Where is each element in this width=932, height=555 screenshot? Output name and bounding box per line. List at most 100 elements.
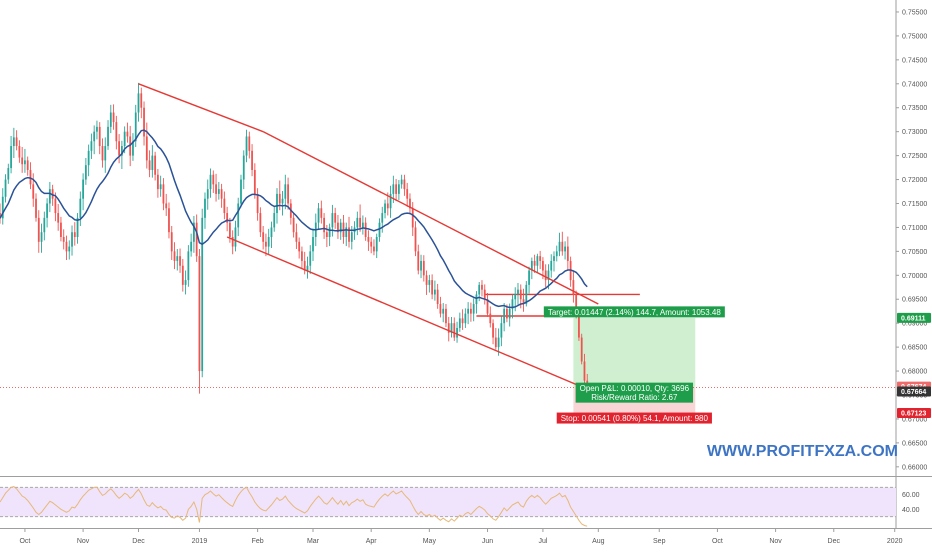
candle-body	[334, 213, 337, 223]
candle-body	[292, 217, 295, 233]
candle-body	[497, 337, 500, 348]
candle-body	[170, 232, 173, 252]
candle-body	[472, 304, 475, 314]
rsi-pane[interactable]	[0, 486, 896, 527]
candle-body	[156, 174, 159, 190]
risk-reward-label-text: Risk/Reward Ratio: 2.67	[591, 393, 678, 402]
candle-body	[187, 251, 190, 281]
candle-body	[517, 289, 519, 295]
candle-body	[397, 184, 400, 194]
candle-body	[259, 213, 262, 233]
candle-body	[226, 213, 229, 223]
candle-body	[154, 155, 157, 175]
candle-body	[148, 160, 151, 170]
candle-body	[403, 179, 406, 190]
candle-body	[456, 327, 458, 338]
candle-body	[190, 241, 193, 252]
stop-price-badge	[897, 408, 931, 419]
open-pl-label	[575, 382, 694, 403]
candle-body	[583, 361, 586, 381]
candle-body	[464, 313, 467, 324]
price-tick-label: 0.68500	[902, 345, 927, 352]
candle-body	[73, 232, 76, 237]
time-tick-label: Nov	[769, 538, 782, 545]
price-tick-label: 0.69500	[902, 297, 927, 304]
candle-body	[458, 318, 461, 328]
candle-body	[306, 265, 309, 271]
candle-body	[140, 93, 143, 108]
candle-body	[461, 318, 464, 324]
candle-body	[553, 256, 555, 261]
target-price-badge-text: 0.69111	[901, 315, 926, 322]
candle-body	[15, 137, 18, 147]
time-tick-label: Oct	[712, 538, 723, 545]
candle-body	[406, 189, 409, 199]
time-tick-label: 2019	[192, 538, 208, 545]
candle-body	[409, 198, 411, 209]
candle-body	[82, 179, 84, 199]
candle-body	[0, 213, 1, 219]
candle-body	[395, 184, 398, 194]
channel-upper-line	[262, 131, 599, 305]
candle-body	[433, 289, 436, 295]
price-tick-label: 0.75000	[902, 33, 927, 40]
price-axis[interactable]: 0.75500 0.75000 0.74500 0.74000 0.73500 0.730…	[896, 9, 927, 471]
candle-body	[281, 198, 284, 204]
candle-body	[26, 160, 29, 170]
candle-body	[389, 193, 392, 209]
candle-body	[301, 251, 303, 261]
candle-body	[337, 222, 339, 233]
candle-body	[195, 222, 198, 257]
candle-body	[21, 157, 24, 165]
rsi-line	[0, 486, 588, 527]
candle-body	[76, 217, 79, 237]
candle-body	[206, 189, 209, 199]
candle-body	[84, 165, 87, 180]
candle-body	[325, 232, 328, 237]
candle-body	[492, 323, 494, 338]
candle-body	[93, 131, 96, 142]
candle-body	[60, 222, 62, 237]
time-tick-label: Aug	[592, 538, 605, 545]
moving-average	[0, 129, 588, 309]
candle-body	[37, 217, 40, 242]
candle-body	[544, 270, 547, 281]
candle-body	[447, 323, 450, 333]
candle-body	[262, 232, 265, 242]
candle-body	[422, 260, 425, 276]
rsi-axis: 60.00 40.00	[902, 492, 920, 514]
candle-body	[40, 232, 43, 242]
price-tick-label: 0.71500	[902, 201, 927, 208]
candle-body	[486, 299, 489, 314]
candle-body	[450, 323, 453, 333]
candle-body	[251, 150, 253, 170]
time-tick-label: Nov	[77, 538, 90, 545]
candle-body	[375, 237, 378, 252]
trend-channel[interactable]	[138, 83, 602, 396]
candle-body	[508, 308, 511, 319]
candle-body	[79, 198, 82, 218]
candle-body	[439, 304, 442, 314]
candle-body	[104, 146, 107, 161]
candle-body	[539, 256, 542, 261]
candle-body	[129, 136, 132, 156]
candle-body	[101, 146, 104, 161]
candle-body	[234, 227, 237, 247]
price-tick-label: 0.75500	[902, 9, 927, 16]
time-axis[interactable]: Oct Nov Dec 2019 Feb Mar Apr May Jun Jul Aug Sep Oct…	[19, 528, 903, 545]
candle-body	[151, 155, 154, 170]
candle-body	[475, 294, 478, 305]
time-tick-label: 2020	[887, 538, 903, 545]
position-labels: Target: 0.01447 (2.14%) 144.7, Amount: 1…	[543, 306, 725, 424]
target-zone	[573, 317, 696, 388]
candle-body	[500, 323, 503, 338]
candle-body	[542, 260, 544, 271]
candle-body	[96, 126, 98, 132]
grid-lines	[0, 0, 932, 529]
candle-body	[370, 241, 373, 247]
candle-body	[511, 299, 514, 309]
candle-body	[503, 308, 506, 324]
candle-body	[514, 294, 517, 300]
